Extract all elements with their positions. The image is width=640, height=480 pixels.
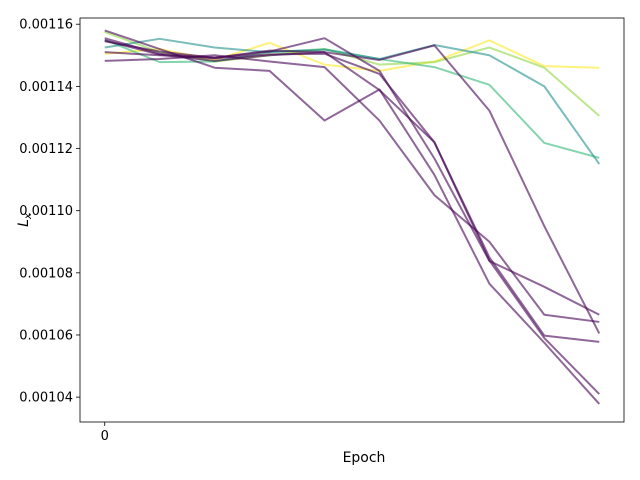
series-line-10 xyxy=(104,44,601,334)
y-tick-label: 0.00116 xyxy=(19,18,73,33)
y-tick-label: 0.00104 xyxy=(19,391,73,406)
x-tick-label: 0 xyxy=(101,429,109,444)
y-tick-label: 0.00106 xyxy=(19,328,73,343)
series-line-9 xyxy=(104,37,600,316)
series-layer xyxy=(104,29,601,405)
y-axis-label: Lx xyxy=(16,213,34,227)
y-axis-label-main: L xyxy=(16,219,32,227)
x-axis-label: Epoch xyxy=(343,450,386,466)
y-tick-label: 0.00112 xyxy=(19,142,73,157)
y-tick-label: 0.00110 xyxy=(19,204,73,219)
y-tick-label: 0.00108 xyxy=(19,266,73,281)
plot-frame xyxy=(79,17,625,423)
y-axis-label-subscript: x xyxy=(23,213,34,220)
series-line-7 xyxy=(104,29,601,405)
y-axis: 0.00104 0.00106 0.00108 0.00110 0.00112 0.001… xyxy=(19,18,80,406)
x-axis: 0 xyxy=(101,422,109,444)
y-tick-label: 0.00114 xyxy=(19,80,73,95)
